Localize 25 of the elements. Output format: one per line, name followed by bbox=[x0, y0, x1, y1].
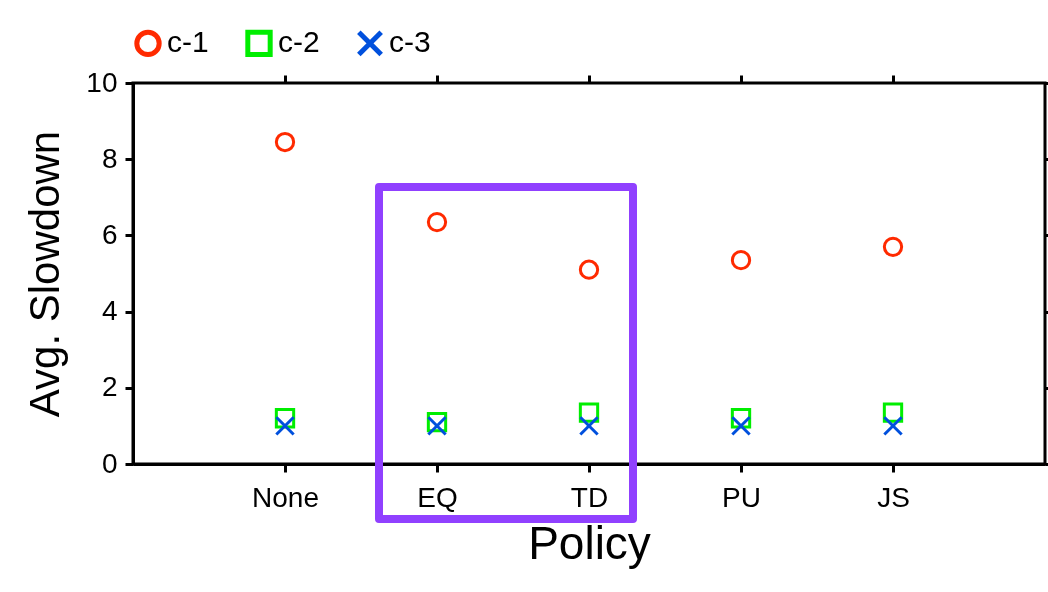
point bbox=[730, 415, 752, 437]
point bbox=[730, 250, 752, 271]
x-axis-title: Policy bbox=[528, 516, 651, 569]
legend-label: c-1 bbox=[167, 25, 209, 59]
y-tick-label: 10 bbox=[86, 66, 118, 98]
point bbox=[578, 415, 600, 437]
x-tick-label: EQ bbox=[417, 481, 458, 513]
y-tick-label: 4 bbox=[101, 295, 118, 327]
x-tick-label: None bbox=[252, 481, 319, 513]
x-tick-label: JS bbox=[877, 481, 910, 513]
point bbox=[578, 259, 600, 280]
point bbox=[274, 131, 296, 153]
y-tick-label: 8 bbox=[101, 142, 118, 174]
point bbox=[274, 415, 296, 437]
y-axis-title: Avg. Slowdown bbox=[21, 130, 69, 418]
point bbox=[882, 415, 904, 437]
y-tick-label: 2 bbox=[101, 371, 118, 403]
x-tick-label: PU bbox=[722, 481, 761, 513]
point bbox=[426, 211, 448, 233]
x-tick-label: TD bbox=[570, 481, 609, 513]
point bbox=[882, 236, 904, 257]
legend-label: c-2 bbox=[278, 25, 320, 59]
y-tick-label: 0 bbox=[101, 447, 118, 479]
legend-label: c-3 bbox=[389, 25, 431, 59]
y-tick-label: 6 bbox=[101, 218, 118, 250]
